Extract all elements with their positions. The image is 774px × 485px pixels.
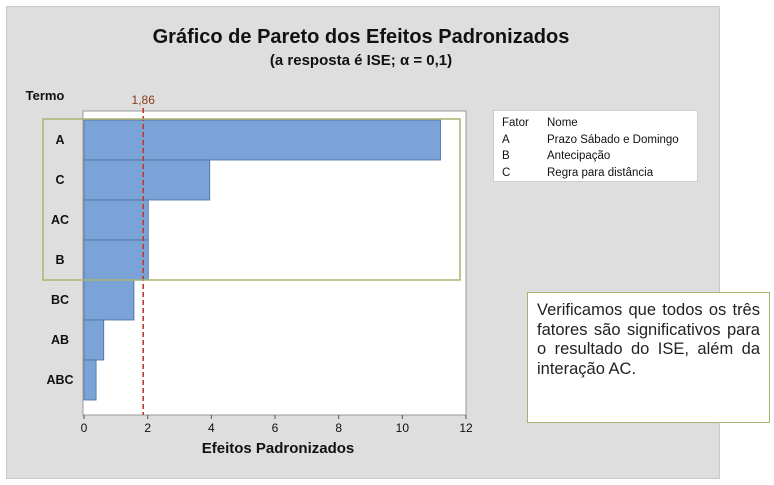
x-axis-label: Efeitos Padronizados [202, 440, 355, 457]
category-label-abc: ABC [46, 373, 73, 387]
x-tick-label: 12 [459, 421, 473, 435]
bar-ab [83, 319, 105, 361]
significance-highlight-box [42, 118, 461, 281]
chart-title: Gráfico de Pareto dos Efeitos Padronizad… [152, 26, 570, 48]
legend-entry-code: B [502, 150, 510, 162]
legend-entry-name: Antecipação [547, 150, 611, 162]
bar-ac [83, 199, 149, 241]
category-label-c: C [55, 173, 64, 187]
legend-header: Fator Nome [502, 115, 697, 132]
x-tick-label: 2 [144, 421, 151, 435]
legend-entry-name: Regra para distância [547, 166, 654, 179]
legend-entry: C Regra para distância [502, 165, 697, 182]
chart-subtitle: (a resposta é ISE; α = 0,1) [269, 52, 453, 69]
category-label-a: A [55, 133, 64, 147]
category-label-bc: BC [51, 293, 69, 307]
x-tick-label: 8 [335, 421, 342, 435]
category-label-ab: AB [51, 333, 69, 347]
legend-entry-code: C [502, 166, 511, 179]
legend-header-code: Fator [502, 117, 529, 129]
bar-c [83, 159, 211, 201]
bar-b [83, 239, 149, 281]
x-tick-label: 10 [396, 421, 410, 435]
legend-entry: A Prazo Sábado e Domingo [502, 132, 697, 149]
bar-abc [83, 359, 97, 401]
annotation-note: Verificamos que todos os três fatores sã… [527, 292, 770, 423]
legend-entry-code: A [502, 133, 510, 146]
x-axis-ticks: 0 2 4 6 8 10 12 [81, 415, 473, 435]
x-tick-label: 6 [272, 421, 279, 435]
legend: Fator Nome A Prazo Sábado e Domingo B An… [493, 110, 698, 182]
category-label-b: B [55, 253, 64, 267]
x-tick-label: 4 [208, 421, 215, 435]
reference-line-label: 1,86 [132, 93, 156, 107]
legend-header-name: Nome [547, 117, 578, 129]
legend-entry: B Antecipação [502, 148, 697, 165]
category-label-ac: AC [51, 213, 69, 227]
legend-entry-name: Prazo Sábado e Domingo [547, 133, 679, 146]
y-axis-label: Termo [26, 88, 65, 103]
bar-bc [83, 279, 135, 321]
bar-a [83, 119, 441, 161]
x-tick-label: 0 [81, 421, 88, 435]
